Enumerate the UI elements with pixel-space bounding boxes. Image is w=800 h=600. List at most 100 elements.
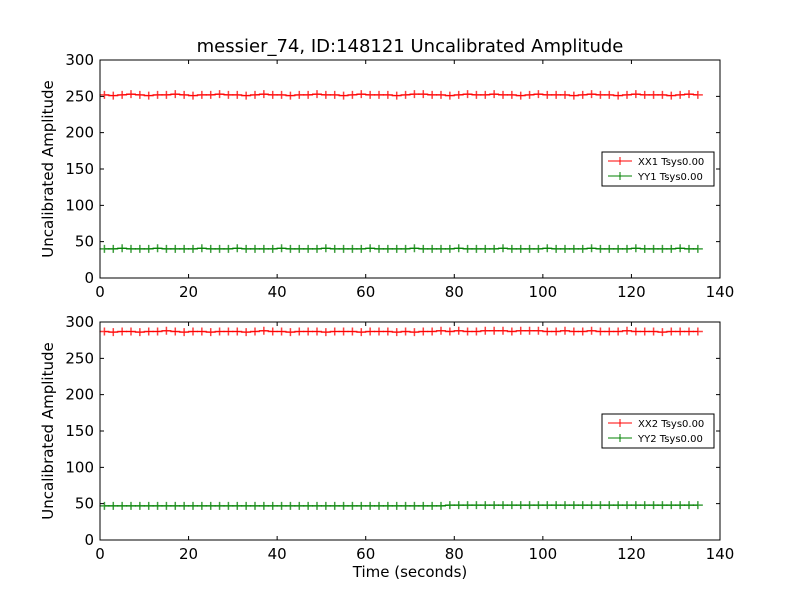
y-axis-label: Uncalibrated Amplitude xyxy=(39,342,57,519)
data-point xyxy=(684,501,694,510)
x-tick-label: 120 xyxy=(617,283,646,301)
data-point xyxy=(630,501,641,510)
data-point xyxy=(613,91,624,100)
data-point xyxy=(542,501,553,510)
legend-label: YY1 Tsys0.00 xyxy=(637,172,703,183)
data-point xyxy=(320,90,331,99)
y-axis-label: Uncalibrated Amplitude xyxy=(39,80,57,257)
data-point xyxy=(489,501,500,510)
data-point xyxy=(595,501,606,510)
data-point xyxy=(134,90,145,99)
data-point xyxy=(134,244,145,253)
data-point xyxy=(551,90,562,99)
data-point xyxy=(622,501,632,510)
data-point xyxy=(356,244,367,253)
data-point xyxy=(232,327,243,336)
data-point xyxy=(108,244,119,253)
data-point xyxy=(223,327,234,336)
data-point xyxy=(179,244,190,253)
data-point xyxy=(294,244,305,253)
legend-marker xyxy=(608,172,632,180)
data-point xyxy=(586,244,597,253)
data-point xyxy=(126,90,136,99)
x-tick-label: 80 xyxy=(445,545,464,563)
data-point xyxy=(99,244,110,253)
data-point xyxy=(117,90,128,99)
data-point xyxy=(577,90,588,99)
data-point xyxy=(560,90,570,99)
data-point xyxy=(320,244,331,253)
data-point xyxy=(312,244,322,253)
data-point xyxy=(303,501,314,510)
data-point xyxy=(684,327,694,336)
data-point xyxy=(489,326,500,335)
data-point xyxy=(276,90,287,99)
data-point xyxy=(258,501,269,510)
x-tick-label: 40 xyxy=(268,283,287,301)
data-point xyxy=(560,501,570,510)
series-xx1 xyxy=(99,90,703,100)
x-tick-label: 0 xyxy=(95,545,105,563)
data-point xyxy=(152,501,163,510)
data-point xyxy=(267,501,278,510)
data-point xyxy=(382,90,393,99)
x-tick-label: 140 xyxy=(706,545,735,563)
data-point xyxy=(134,328,145,337)
data-point xyxy=(639,327,650,336)
data-point xyxy=(303,327,314,336)
data-point xyxy=(258,244,269,253)
data-point xyxy=(214,90,225,99)
subplot-1: 0 20 40 60 80 100 120 140 0 50 100 150 200 250 300 Unca… xyxy=(39,36,734,301)
data-point xyxy=(108,328,119,337)
data-point xyxy=(692,327,703,336)
data-point xyxy=(347,90,358,99)
data-point xyxy=(126,327,136,336)
data-point xyxy=(675,244,686,253)
data-point xyxy=(179,328,190,337)
data-point xyxy=(666,327,677,336)
data-point xyxy=(382,501,393,510)
data-point xyxy=(223,244,234,253)
data-point xyxy=(276,501,287,510)
data-point xyxy=(524,501,535,510)
data-point xyxy=(241,501,252,510)
data-point xyxy=(444,244,455,253)
y-tick-label: 200 xyxy=(65,124,94,142)
data-point xyxy=(108,501,119,510)
data-point xyxy=(568,91,579,100)
data-point xyxy=(471,501,482,510)
data-point xyxy=(391,244,402,253)
data-point xyxy=(427,244,438,253)
data-point xyxy=(568,327,579,336)
data-point xyxy=(347,327,358,336)
x-tick-label: 0 xyxy=(95,283,105,301)
data-point xyxy=(542,90,553,99)
data-point xyxy=(586,90,597,99)
data-point xyxy=(444,327,455,336)
data-point xyxy=(436,90,446,99)
data-point xyxy=(409,244,420,253)
legend-marker xyxy=(608,157,632,165)
data-point xyxy=(400,244,411,253)
data-point xyxy=(595,327,606,336)
data-point xyxy=(161,501,172,510)
data-point xyxy=(613,501,624,510)
data-point xyxy=(630,244,641,253)
data-point xyxy=(374,501,384,510)
data-point xyxy=(365,90,376,99)
data-point xyxy=(613,327,624,336)
data-point xyxy=(418,327,429,336)
data-point xyxy=(152,90,163,99)
data-point xyxy=(657,328,668,337)
y-tick-label: 150 xyxy=(65,160,94,178)
data-point xyxy=(568,501,579,510)
data-point xyxy=(400,501,411,510)
data-point xyxy=(568,244,579,253)
data-point xyxy=(223,90,234,99)
data-point xyxy=(391,91,402,100)
data-point xyxy=(232,90,243,99)
x-tick-label: 100 xyxy=(529,283,558,301)
series-xx2 xyxy=(99,326,703,337)
data-point xyxy=(506,501,517,510)
data-point xyxy=(506,244,517,253)
